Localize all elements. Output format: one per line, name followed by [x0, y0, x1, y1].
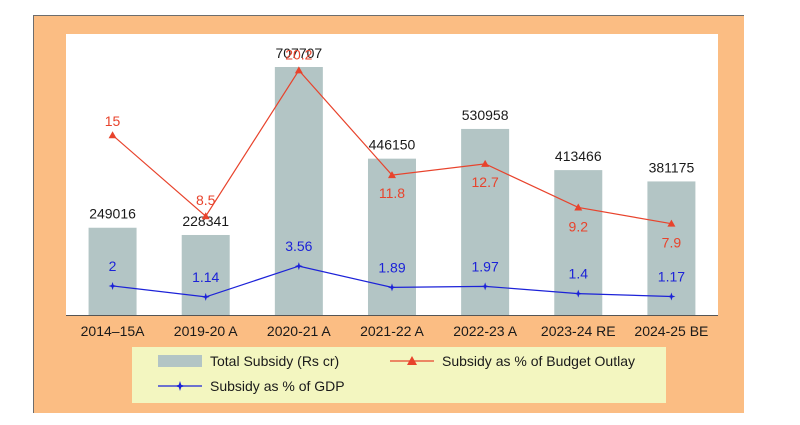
label-budget-outlay-3: 11.8 [379, 185, 405, 201]
label-budget-outlay-0: 15 [105, 113, 121, 129]
x-tick-label-6: 2024-25 BE [634, 323, 708, 339]
legend-swatch-gdp [158, 381, 202, 391]
bar-label-2: 707707 [275, 45, 322, 61]
point-budget-outlay-3 [387, 171, 396, 179]
point-gdp-0 [108, 281, 117, 290]
label-gdp-5: 1.4 [569, 266, 589, 282]
point-budget-outlay-0 [108, 131, 117, 139]
legend-label-total-subsidy: Total Subsidy (Rs cr) [210, 353, 340, 369]
x-tick-label-1: 2019-20 A [174, 323, 238, 339]
point-gdp-2 [294, 262, 303, 271]
label-budget-outlay-1: 8.5 [196, 192, 216, 208]
bar-2 [274, 67, 323, 315]
label-budget-outlay-4: 12.7 [472, 174, 499, 190]
legend-label-gdp: Subsidy as % of GDP [210, 378, 345, 394]
label-gdp-2: 3.56 [285, 238, 312, 254]
x-tick-label-0: 2014–15A [81, 323, 146, 339]
label-budget-outlay-6: 7.9 [662, 235, 682, 251]
bar-1 [181, 234, 230, 315]
point-budget-outlay-4 [481, 159, 490, 167]
bar-label-0: 249016 [89, 206, 136, 222]
label-budget-outlay-2: 20.2 [285, 46, 312, 62]
legend-item-total-subsidy: Total Subsidy (Rs cr) [158, 353, 339, 369]
legend-label-budget-outlay: Subsidy as % of Budget Outlay [442, 353, 635, 369]
label-gdp-4: 1.97 [472, 258, 499, 274]
legend: Total Subsidy (Rs cr) Subsidy as % of Bu… [132, 347, 666, 403]
point-budget-outlay-6 [667, 219, 676, 227]
x-tick-label-4: 2022-23 A [453, 323, 517, 339]
x-tick-label-2: 2020-21 A [267, 323, 331, 339]
bar-label-4: 530958 [462, 107, 509, 123]
bar-label-3: 446150 [369, 137, 416, 153]
bar-3 [367, 158, 416, 315]
bar-label-5: 413466 [555, 148, 602, 164]
bar-0 [88, 227, 137, 315]
legend-item-budget-outlay: Subsidy as % of Budget Outlay [390, 353, 635, 369]
label-gdp-0: 2 [109, 258, 117, 274]
point-gdp-3 [387, 283, 396, 292]
bar-label-6: 381175 [649, 159, 695, 175]
point-budget-outlay-2 [294, 66, 303, 74]
point-budget-outlay-1 [201, 212, 210, 220]
label-gdp-6: 1.17 [658, 269, 685, 285]
point-gdp-4 [481, 282, 490, 291]
x-tick-label-3: 2021-22 A [360, 323, 424, 339]
point-budget-outlay-5 [574, 203, 583, 211]
label-gdp-3: 1.89 [378, 259, 405, 275]
legend-swatch-total-subsidy [158, 355, 202, 367]
legend-item-gdp: Subsidy as % of GDP [158, 378, 345, 394]
label-budget-outlay-5: 9.2 [569, 218, 589, 234]
legend-swatch-budget-outlay [390, 356, 434, 365]
point-gdp-5 [574, 289, 583, 298]
point-gdp-1 [201, 292, 210, 301]
bar-label-1: 228341 [182, 213, 229, 229]
x-tick-label-5: 2023-24 RE [541, 323, 616, 339]
label-gdp-1: 1.14 [192, 269, 219, 285]
point-gdp-6 [667, 292, 676, 301]
